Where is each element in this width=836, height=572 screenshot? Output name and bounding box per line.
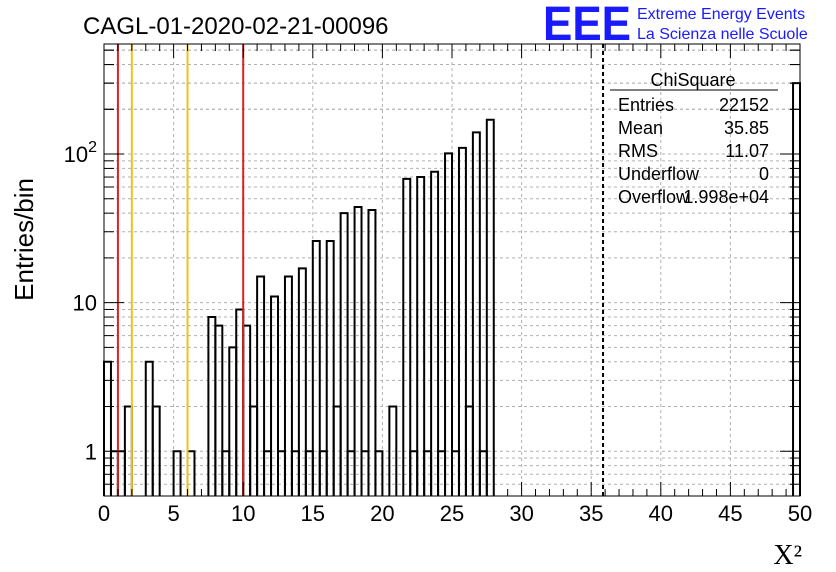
x-tick-label: 45 xyxy=(718,501,742,526)
x-tick-label: 0 xyxy=(98,501,110,526)
x-tick-label: 20 xyxy=(370,501,394,526)
histogram-bar xyxy=(151,405,161,496)
histogram-bar xyxy=(270,295,279,496)
logo-letters: EEE xyxy=(543,0,631,51)
histogram-bar xyxy=(172,450,182,496)
histogram-bar xyxy=(430,170,440,496)
histogram-bar xyxy=(297,267,307,496)
histogram-bar xyxy=(228,346,238,496)
x-tick-label: 40 xyxy=(649,501,673,526)
x-tick-label: 10 xyxy=(231,501,255,526)
stats-box: ChiSquare Entries 22152 Mean 35.85 RMS 1… xyxy=(610,70,778,207)
histogram-bar xyxy=(311,239,321,496)
histogram-bar xyxy=(339,212,349,496)
histogram-bar xyxy=(367,209,377,496)
x-tick-label: 5 xyxy=(167,501,179,526)
histogram-bar xyxy=(457,146,467,496)
histogram-bar xyxy=(283,275,293,496)
stats-value-rms: 11.07 xyxy=(725,141,769,161)
x-tick-label: 30 xyxy=(509,501,533,526)
histogram-bar xyxy=(485,118,495,496)
histogram-bar xyxy=(256,275,266,496)
histogram-bar xyxy=(144,360,154,496)
y-tick-label: 10 xyxy=(73,291,97,316)
logo-line-2: La Scienza nelle Scuole xyxy=(637,26,808,43)
histogram-bar xyxy=(792,82,801,496)
axis-ticks: 0 5 10 15 20 25 30 35 40 45 50 1 10 102 xyxy=(64,44,812,526)
logo-line-1: Extreme Energy Events xyxy=(637,6,805,23)
stats-label-rms: RMS xyxy=(618,141,658,161)
x-axis-label: X² xyxy=(773,540,802,571)
stats-value-mean: 35.85 xyxy=(724,118,769,138)
stats-label-entries: Entries xyxy=(618,95,674,115)
histogram-bar xyxy=(374,450,384,496)
y-axis-label: Entries/bin xyxy=(9,178,39,301)
histogram-bar xyxy=(353,206,363,496)
histogram-bar xyxy=(402,177,412,496)
stats-value-overflow: 1.998e+04 xyxy=(683,187,769,207)
histogram-bar xyxy=(242,324,252,496)
histogram-bar xyxy=(235,308,245,496)
x-tick-label: 15 xyxy=(301,501,325,526)
stats-label-underflow: Underflow xyxy=(618,164,700,184)
histogram-bar xyxy=(214,324,224,496)
x-tick-label: 50 xyxy=(788,501,812,526)
x-tick-label: 25 xyxy=(440,501,464,526)
y-tick-label: 102 xyxy=(64,139,97,167)
histogram-bar xyxy=(471,131,481,496)
eee-logo: EEE Extreme Energy Events La Scienza nel… xyxy=(543,0,808,51)
x-tick-label: 35 xyxy=(579,501,603,526)
histogram-bar xyxy=(325,239,335,496)
stats-label-overflow: Overflow xyxy=(618,187,690,207)
histogram-bar xyxy=(416,176,426,496)
stats-box-title: ChiSquare xyxy=(650,70,735,90)
cut-lines xyxy=(116,44,605,496)
histogram-bar xyxy=(444,152,453,496)
page-title: CAGL-01-2020-02-21-00096 xyxy=(83,13,389,40)
y-tick-label: 1 xyxy=(85,439,97,464)
stats-label-mean: Mean xyxy=(618,118,663,138)
stats-value-underflow: 0 xyxy=(759,164,769,184)
stats-value-entries: 22152 xyxy=(719,95,769,115)
histogram-bar xyxy=(103,360,112,496)
histogram-bar xyxy=(388,405,398,496)
